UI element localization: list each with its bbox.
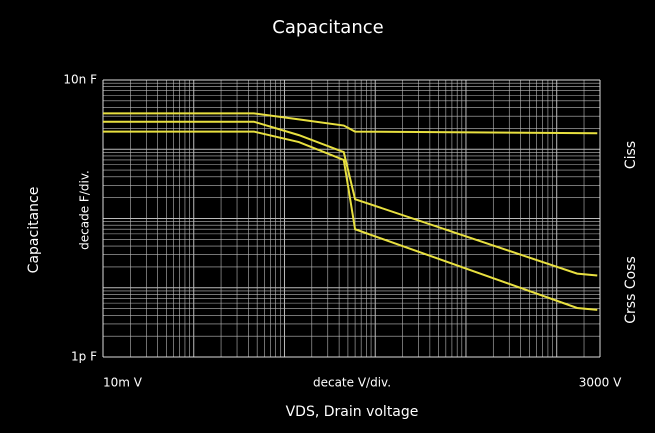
series-line [103,112,598,135]
chart-title: Capacitance [272,17,383,38]
series-line [103,130,598,311]
series-line [103,120,598,277]
x-scale-label: decate V/div. [313,376,391,390]
right-label: Ciss [623,141,639,169]
right-label: Crss Coss [623,256,639,324]
x-tick-label: 3000 V [579,376,622,390]
y-axis-label: Capacitance [26,187,42,274]
y-tick-label: 1p F [71,350,97,364]
y-tick-label: 10n F [63,73,97,87]
x-axis-label: VDS, Drain voltage [286,404,419,420]
y-scale-label: decade F/div. [78,170,92,250]
x-tick-label: 10m V [103,376,143,390]
